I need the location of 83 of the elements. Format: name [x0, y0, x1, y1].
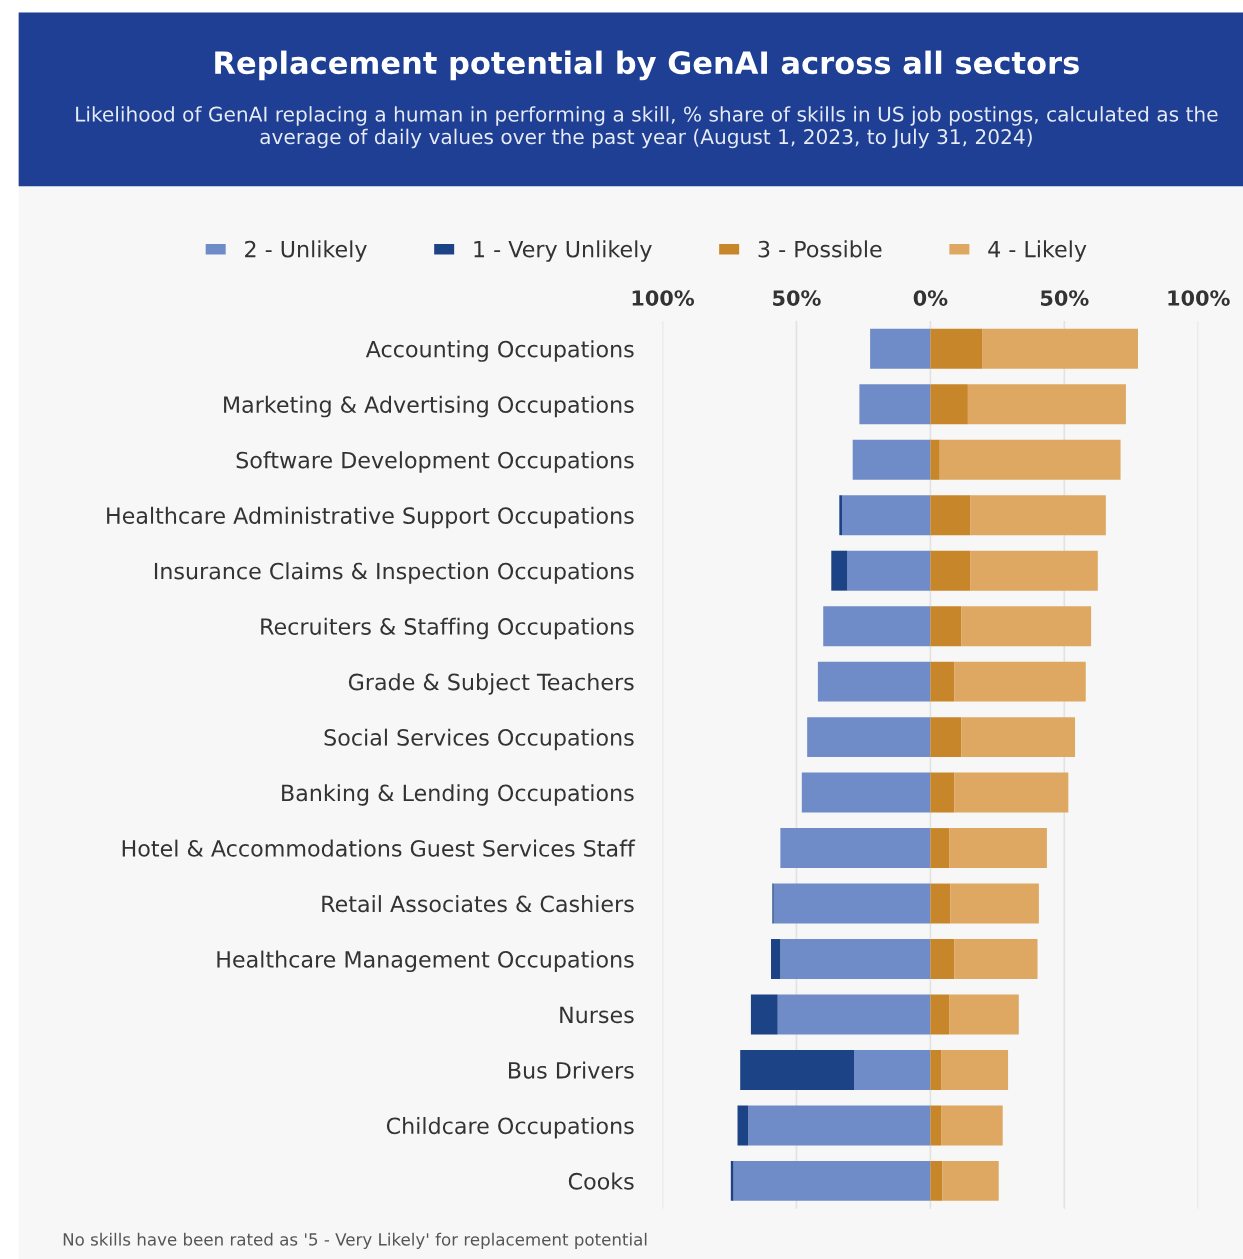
- legend-label: 3 - Possible: [758, 240, 882, 258]
- bar: [970, 550, 1098, 591]
- bar: [950, 883, 1039, 924]
- bar: [930, 828, 950, 869]
- bar: [771, 939, 781, 979]
- text: No skills have been rated as '5 - Very Likely' for replacement potential: [63, 1232, 647, 1249]
- bar: [748, 1105, 931, 1146]
- bar: [733, 1160, 931, 1201]
- y-tick-label: Banking & Lending Occupations: [282, 784, 634, 806]
- bar: [750, 994, 778, 1035]
- bar: [941, 1049, 1009, 1090]
- bar: [930, 328, 983, 369]
- bar: [954, 661, 1086, 702]
- bar: [967, 384, 1126, 425]
- bar: [740, 1049, 855, 1090]
- bar: [831, 550, 848, 591]
- bar: [730, 1160, 734, 1201]
- bar: [870, 328, 931, 369]
- bar: [954, 939, 1038, 979]
- x-tick-label: 100%: [632, 290, 695, 306]
- bar: [852, 439, 931, 480]
- bar: [847, 550, 931, 591]
- bar: [949, 828, 1047, 869]
- y-tick-label: Bus Drivers: [508, 1061, 634, 1079]
- bar: [780, 828, 931, 869]
- bar: [930, 661, 955, 702]
- bar: [801, 772, 931, 813]
- bar: [839, 495, 842, 536]
- y-tick-label: Cooks: [568, 1172, 634, 1190]
- bar: [807, 717, 931, 758]
- bar: [930, 439, 940, 480]
- legend-label: 1 - Very Unlikely: [474, 240, 652, 262]
- bar: [737, 1105, 749, 1146]
- y-tick-label: Hotel & Accommodations Guest Services Staff: [122, 839, 636, 857]
- bar: [854, 1049, 931, 1090]
- bar: [773, 883, 931, 924]
- x-tick-label: 0%: [913, 290, 948, 306]
- bar: [930, 1160, 943, 1201]
- bar: [930, 1105, 942, 1146]
- y-tick-label: Software Development Occupations: [236, 451, 634, 473]
- bar: [930, 717, 962, 758]
- y-tick-label: Insurance Claims & Inspection Occupations: [154, 562, 634, 584]
- y-tick-label: Healthcare Management Occupations: [217, 950, 634, 973]
- x-tick-label: 50%: [1040, 290, 1089, 306]
- y-tick-label: Nurses: [560, 1006, 634, 1024]
- bar: [941, 1105, 1003, 1146]
- y-tick-label: Accounting Occupations: [365, 340, 634, 362]
- bar: [930, 883, 951, 924]
- legend-label: 2 - Unlikely: [245, 240, 367, 262]
- bar: [817, 661, 931, 702]
- y-tick-label: Recruiters & Staffing Occupations: [261, 617, 634, 640]
- bar: [961, 717, 1076, 758]
- x-tick-label: 50%: [773, 290, 821, 306]
- x-tick-label: 100%: [1168, 290, 1230, 306]
- y-tick-label: Childcare Occupations: [386, 1116, 634, 1139]
- y-tick-label: Marketing & Advertising Occupations: [224, 395, 634, 418]
- bar: [970, 495, 1106, 536]
- legend-label: 4 - Likely: [988, 240, 1087, 262]
- bar: [982, 328, 1138, 369]
- y-tick-label: Social Services Occupations: [324, 728, 634, 751]
- bar: [930, 550, 971, 591]
- bar: [930, 384, 968, 425]
- bar: [939, 439, 1121, 480]
- bar: [942, 1160, 999, 1201]
- y-tick-label: Healthcare Administrative Support Occupations: [107, 506, 634, 529]
- bar: [841, 495, 931, 536]
- bar: [780, 939, 931, 979]
- bar: [930, 1049, 942, 1090]
- chart-title: Replacement potential by GenAI across all sectors: [215, 50, 1079, 81]
- bar: [823, 606, 931, 647]
- bar: [777, 994, 931, 1035]
- chart-subtitle: Likelihood of GenAI replacing a human in performing a skill, % share of skills in US job postings, calculated as the average of daily values over the past year (August 1, 2023, to July 31, 2024): [76, 106, 1218, 149]
- bar: [961, 606, 1092, 647]
- bar: [930, 495, 971, 536]
- y-tick-label: Grade & Subject Teachers: [348, 673, 634, 695]
- y-tick-label: Retail Associates & Cashiers: [322, 895, 634, 913]
- bar: [930, 772, 955, 813]
- bar: [930, 606, 962, 647]
- bar: [930, 939, 955, 979]
- bar: [949, 994, 1019, 1035]
- bar: [954, 772, 1069, 813]
- bar: [859, 384, 931, 425]
- bar: [930, 994, 950, 1035]
